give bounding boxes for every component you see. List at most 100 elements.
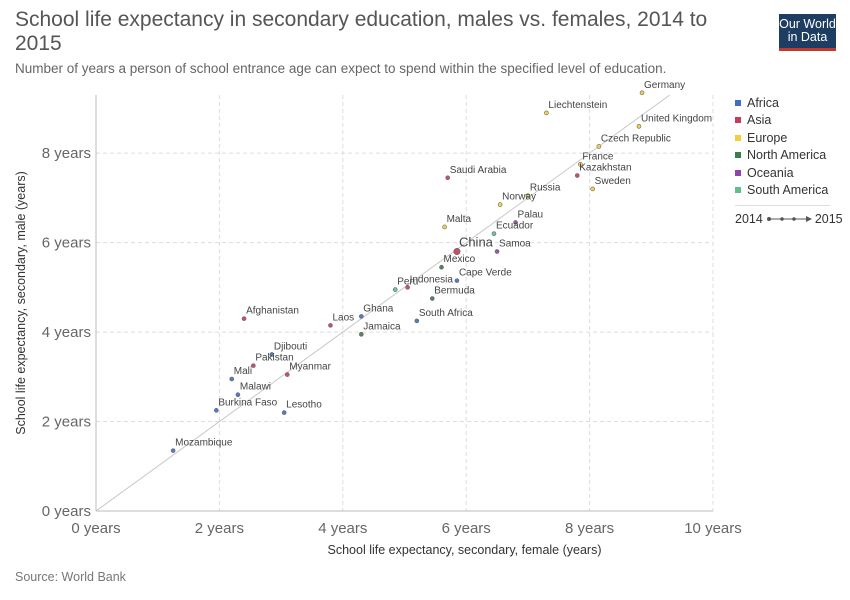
data-point — [170, 448, 176, 453]
logo-line-1: Our World — [779, 17, 836, 31]
data-point — [442, 224, 447, 230]
legend: Africa Asia Europe North America Oceania Sout… — [735, 94, 843, 226]
legend-swatch — [735, 152, 741, 159]
data-point — [429, 296, 435, 301]
point-label: Cape Verde — [459, 268, 512, 279]
chart-title: School life expectancy in secondary educ… — [15, 8, 708, 55]
legend-time-end: 2015 — [814, 212, 843, 226]
legend-swatch — [735, 187, 741, 194]
point-label: Palau — [518, 209, 544, 220]
data-point — [639, 90, 645, 96]
legend-label: North America — [747, 148, 827, 163]
point-label: Malta — [447, 214, 472, 225]
point-label: Kazakhstan — [579, 163, 631, 174]
chart-subtitle: Number of years a person of school entra… — [15, 61, 667, 76]
point-label: South Africa — [419, 308, 473, 319]
legend-swatch — [735, 169, 741, 176]
data-point — [328, 323, 333, 328]
legend-time-start: 2014 — [735, 212, 763, 226]
point-label: Myanmar — [289, 362, 331, 373]
legend-label: Europe — [747, 130, 788, 145]
data-point — [454, 278, 460, 283]
legend-swatch — [735, 134, 741, 141]
point-label: Liechtenstein — [548, 100, 607, 111]
point-label: Laos — [332, 312, 354, 323]
data-point — [392, 287, 398, 292]
legend-label: Oceania — [747, 165, 794, 180]
data-point — [405, 285, 410, 290]
legend-label: South America — [747, 183, 829, 198]
y-tick-label: 6 years — [42, 235, 91, 252]
point-label: Germany — [644, 80, 685, 91]
data-point — [513, 220, 518, 225]
point-label: Russia — [530, 183, 561, 194]
point-label: Afghanistan — [246, 306, 299, 317]
x-tick-label: 4 years — [318, 520, 367, 537]
data-point — [494, 249, 500, 254]
logo-accent-bar — [779, 48, 836, 51]
legend-items: Africa Asia Europe North America Oceania Sout… — [735, 94, 843, 199]
y-axis-title: School life expectancy, secondary, male … — [14, 171, 28, 435]
point-label: United Kingdom — [641, 113, 712, 124]
point-label: France — [582, 151, 614, 162]
point-label: China — [459, 235, 494, 250]
x-tick-label: 10 years — [684, 520, 742, 537]
data-point — [544, 110, 549, 116]
data-point — [439, 264, 444, 270]
point-label: Malawi — [240, 382, 271, 393]
data-point — [229, 376, 235, 382]
data-point — [636, 124, 642, 129]
point-label: Mali — [234, 366, 252, 377]
data-point — [578, 162, 583, 167]
x-axis-title: School life expectancy, secondary, femal… — [328, 543, 602, 557]
legend-item[interactable]: Asia — [735, 112, 843, 130]
point-label: Indonesia — [410, 274, 454, 285]
legend-item[interactable]: Africa — [735, 94, 843, 112]
point-label: Pakistan — [255, 353, 293, 364]
data-point — [574, 173, 580, 178]
data-point — [590, 186, 595, 192]
source-note: Source: World Bank — [15, 570, 126, 584]
legend-swatch — [735, 99, 741, 106]
point-label: Djibouti — [274, 341, 307, 352]
point-label: Czech Republic — [601, 133, 671, 144]
y-tick-label: 2 years — [42, 414, 91, 431]
logo-line-2: in Data — [787, 30, 828, 44]
data-point — [359, 314, 364, 319]
legend-item[interactable]: North America — [735, 147, 843, 165]
legend-divider — [735, 205, 830, 206]
data-point — [445, 175, 450, 181]
point-label: Saudi Arabia — [450, 165, 507, 176]
data-point — [525, 193, 531, 198]
point-label: Norway — [502, 192, 536, 203]
data-point — [453, 248, 461, 256]
point-label: Ecuador — [496, 221, 534, 232]
y-tick-label: 8 years — [42, 145, 91, 162]
point-label: Jamaica — [363, 321, 401, 332]
point-label: Ghana — [363, 303, 393, 314]
data-point — [359, 332, 364, 337]
data-point — [414, 318, 420, 324]
legend-label: Asia — [747, 113, 772, 128]
owid-logo[interactable]: Our World in Data — [779, 14, 836, 51]
x-tick-label: 2 years — [195, 520, 244, 537]
legend-item[interactable]: Europe — [735, 129, 843, 147]
data-point — [251, 363, 256, 368]
y-tick-label: 0 years — [42, 503, 91, 520]
x-tick-label: 6 years — [442, 520, 491, 537]
x-tick-label: 8 years — [565, 520, 614, 537]
y-tick-label: 4 years — [42, 324, 91, 341]
legend-item[interactable]: South America — [735, 182, 843, 200]
point-label: Peru — [397, 277, 418, 288]
point-label: Burkina Faso — [218, 397, 277, 408]
data-point — [281, 410, 287, 415]
reference-line-y-equals-x — [95, 94, 671, 512]
point-label: Lesotho — [286, 400, 322, 411]
data-point — [491, 231, 497, 236]
point-label: Mozambique — [175, 438, 233, 449]
data-point — [214, 408, 219, 413]
legend-item[interactable]: Oceania — [735, 164, 843, 182]
data-point — [596, 144, 602, 149]
data-point — [235, 392, 241, 397]
